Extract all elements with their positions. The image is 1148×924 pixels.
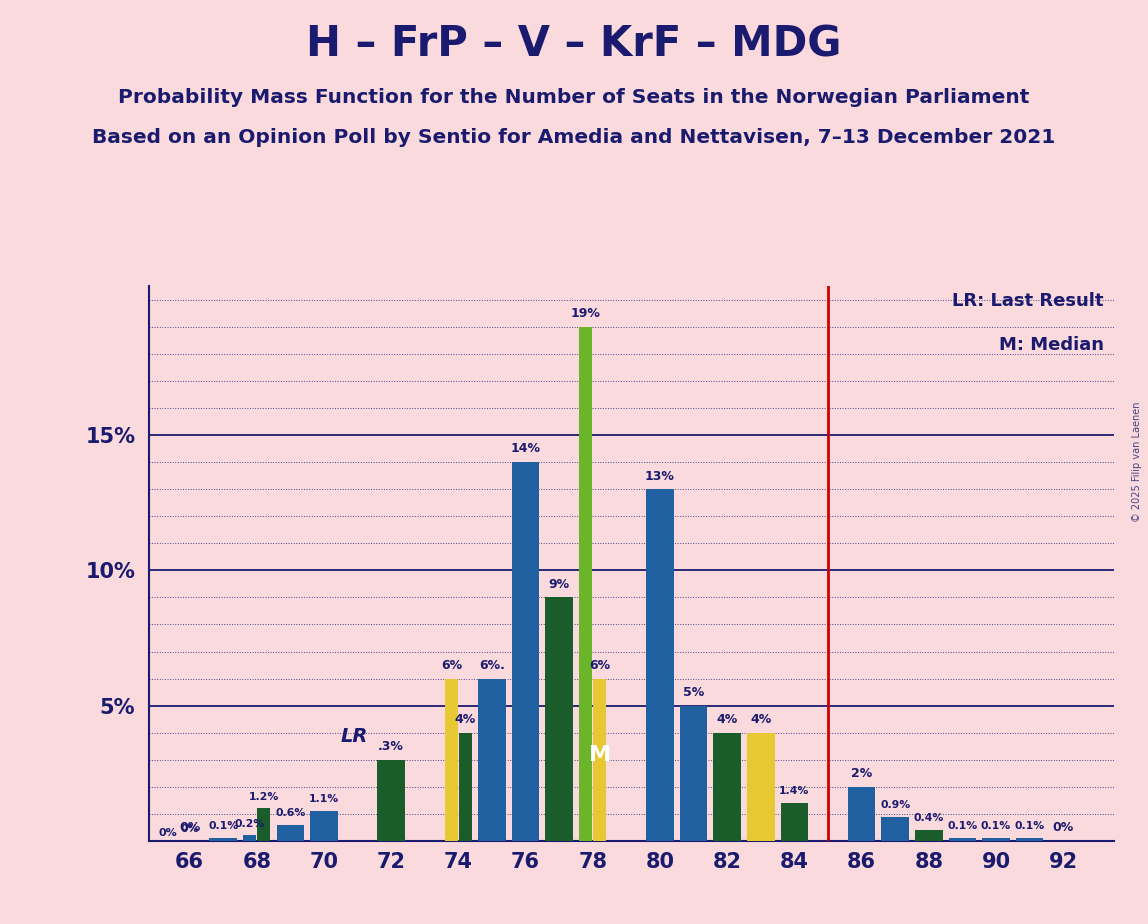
Bar: [243, 835, 256, 841]
Text: 0%: 0%: [158, 828, 178, 838]
Text: .3%: .3%: [378, 740, 404, 753]
Text: 19%: 19%: [571, 308, 600, 321]
Text: 1.2%: 1.2%: [248, 792, 279, 802]
Text: 1.4%: 1.4%: [779, 786, 809, 796]
Bar: [580, 327, 592, 841]
Text: 0.6%: 0.6%: [276, 808, 305, 818]
Text: 0.9%: 0.9%: [881, 800, 910, 809]
Text: 6%: 6%: [589, 659, 611, 672]
Bar: [445, 678, 458, 841]
Text: M: Median: M: Median: [999, 336, 1104, 354]
Bar: [713, 733, 740, 841]
Bar: [545, 598, 573, 841]
Bar: [1016, 838, 1044, 841]
Bar: [479, 678, 506, 841]
Text: 14%: 14%: [511, 443, 541, 456]
Bar: [915, 830, 943, 841]
Bar: [747, 733, 775, 841]
Text: 1.1%: 1.1%: [309, 795, 339, 804]
Text: 0.4%: 0.4%: [914, 813, 944, 823]
Text: 6%: 6%: [441, 659, 461, 672]
Bar: [277, 824, 304, 841]
Text: 0.1%: 0.1%: [1015, 821, 1045, 832]
Bar: [594, 678, 606, 841]
Text: 0.2%: 0.2%: [234, 819, 265, 829]
Text: Probability Mass Function for the Number of Seats in the Norwegian Parliament: Probability Mass Function for the Number…: [118, 88, 1030, 107]
Bar: [310, 811, 338, 841]
Text: 0.1%: 0.1%: [980, 821, 1011, 832]
Text: LR: Last Result: LR: Last Result: [953, 292, 1104, 310]
Text: H – FrP – V – KrF – MDG: H – FrP – V – KrF – MDG: [307, 23, 841, 65]
Bar: [512, 462, 540, 841]
Bar: [209, 838, 236, 841]
Text: Based on an Opinion Poll by Sentio for Amedia and Nettavisen, 7–13 December 2021: Based on an Opinion Poll by Sentio for A…: [92, 128, 1056, 147]
Bar: [646, 490, 674, 841]
Text: 13%: 13%: [645, 469, 675, 482]
Text: 2%: 2%: [851, 767, 872, 780]
Bar: [847, 786, 875, 841]
Text: 0%: 0%: [179, 821, 200, 834]
Bar: [680, 706, 707, 841]
Text: M: M: [589, 745, 611, 765]
Text: 5%: 5%: [683, 686, 704, 699]
Text: 9%: 9%: [549, 578, 569, 590]
Text: 4%: 4%: [716, 713, 738, 726]
Bar: [983, 838, 1010, 841]
Text: 0%: 0%: [1053, 821, 1073, 834]
Text: 0%: 0%: [180, 824, 199, 834]
Text: © 2025 Filip van Laenen: © 2025 Filip van Laenen: [1132, 402, 1142, 522]
Text: 4%: 4%: [455, 713, 476, 726]
Text: LR: LR: [340, 727, 367, 747]
Text: 4%: 4%: [750, 713, 771, 726]
Bar: [378, 760, 405, 841]
Text: 6%.: 6%.: [479, 659, 505, 672]
Bar: [948, 838, 976, 841]
Bar: [257, 808, 270, 841]
Text: 0.1%: 0.1%: [208, 821, 239, 832]
Bar: [882, 817, 909, 841]
Text: 0.1%: 0.1%: [947, 821, 977, 832]
Bar: [781, 803, 808, 841]
Bar: [459, 733, 472, 841]
